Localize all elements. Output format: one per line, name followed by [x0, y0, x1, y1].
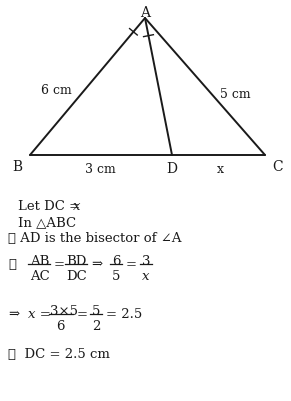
Text: ∴: ∴ [8, 258, 16, 271]
Text: x: x [73, 200, 81, 213]
Text: x: x [217, 163, 223, 176]
Text: AC: AC [30, 270, 50, 283]
Text: Let DC =: Let DC = [18, 200, 84, 213]
Text: =: = [126, 258, 137, 271]
Text: B: B [12, 160, 22, 174]
Text: =: = [54, 258, 65, 271]
Text: A: A [140, 6, 150, 20]
Text: 3×5: 3×5 [50, 305, 78, 318]
Text: ∴  DC = 2.5 cm: ∴ DC = 2.5 cm [8, 348, 110, 361]
Text: = 2.5: = 2.5 [106, 308, 142, 321]
Text: 5 cm: 5 cm [220, 89, 251, 101]
Text: ⇒: ⇒ [91, 258, 102, 271]
Text: AB: AB [30, 255, 49, 268]
Text: 3: 3 [142, 255, 150, 268]
Text: 3 cm: 3 cm [85, 163, 115, 176]
Text: ∴ AD is the bisector of ∠A: ∴ AD is the bisector of ∠A [8, 232, 182, 245]
Text: ⇒: ⇒ [8, 308, 19, 321]
Text: DC: DC [66, 270, 87, 283]
Text: C: C [272, 160, 283, 174]
Text: 5: 5 [92, 305, 100, 318]
Text: =: = [77, 308, 88, 321]
Text: In △ABC: In △ABC [18, 216, 76, 229]
Text: BD: BD [66, 255, 86, 268]
Text: x =: x = [28, 308, 51, 321]
Text: 5: 5 [112, 270, 120, 283]
Text: x: x [142, 270, 150, 283]
Text: 2: 2 [92, 320, 100, 333]
Text: 6 cm: 6 cm [41, 83, 72, 97]
Text: 6: 6 [56, 320, 65, 333]
Text: 6: 6 [112, 255, 120, 268]
Text: D: D [166, 162, 178, 176]
